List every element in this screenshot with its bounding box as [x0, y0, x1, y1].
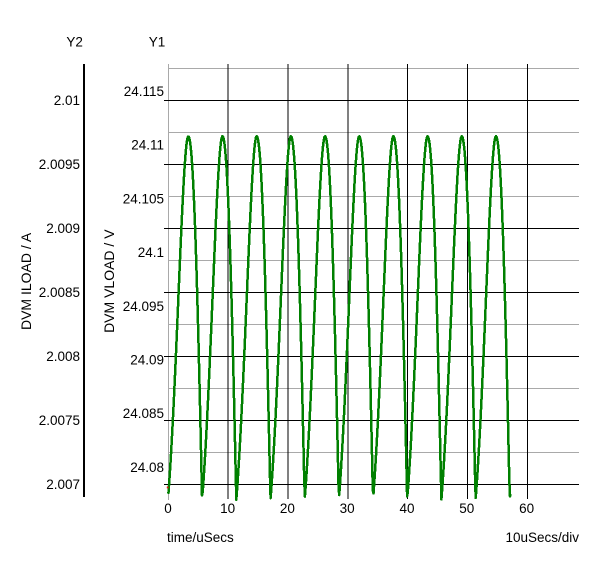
svg-text:10: 10: [220, 501, 235, 516]
svg-text:time/uSecs: time/uSecs: [167, 530, 234, 545]
svg-text:10uSecs/div: 10uSecs/div: [505, 530, 579, 545]
svg-text:40: 40: [399, 501, 414, 516]
svg-text:2.01: 2.01: [54, 93, 80, 108]
svg-text:24.08: 24.08: [130, 460, 164, 475]
svg-text:DVM ILOAD / A: DVM ILOAD / A: [18, 232, 34, 330]
svg-text:24.115: 24.115: [124, 84, 164, 99]
svg-text:24.1: 24.1: [138, 245, 164, 260]
svg-text:Y1: Y1: [149, 35, 166, 50]
svg-text:2.008: 2.008: [46, 349, 80, 364]
svg-text:60: 60: [519, 501, 534, 516]
svg-text:2.009: 2.009: [46, 221, 80, 236]
svg-text:24.095: 24.095: [123, 299, 164, 314]
svg-text:20: 20: [280, 501, 295, 516]
svg-text:0: 0: [164, 501, 172, 516]
svg-text:24.085: 24.085: [123, 406, 164, 421]
svg-text:2.0075: 2.0075: [39, 413, 80, 428]
svg-text:24.105: 24.105: [123, 191, 164, 206]
svg-text:2.0095: 2.0095: [39, 157, 80, 172]
svg-text:50: 50: [459, 501, 474, 516]
svg-text:30: 30: [340, 501, 355, 516]
svg-text:2.0085: 2.0085: [39, 285, 80, 300]
svg-text:Y2: Y2: [66, 35, 83, 50]
svg-text:DVM VLOAD / V: DVM VLOAD / V: [101, 229, 117, 333]
svg-text:2.007: 2.007: [46, 477, 80, 492]
svg-text:24.11: 24.11: [131, 138, 164, 153]
svg-text:24.09: 24.09: [130, 353, 164, 368]
